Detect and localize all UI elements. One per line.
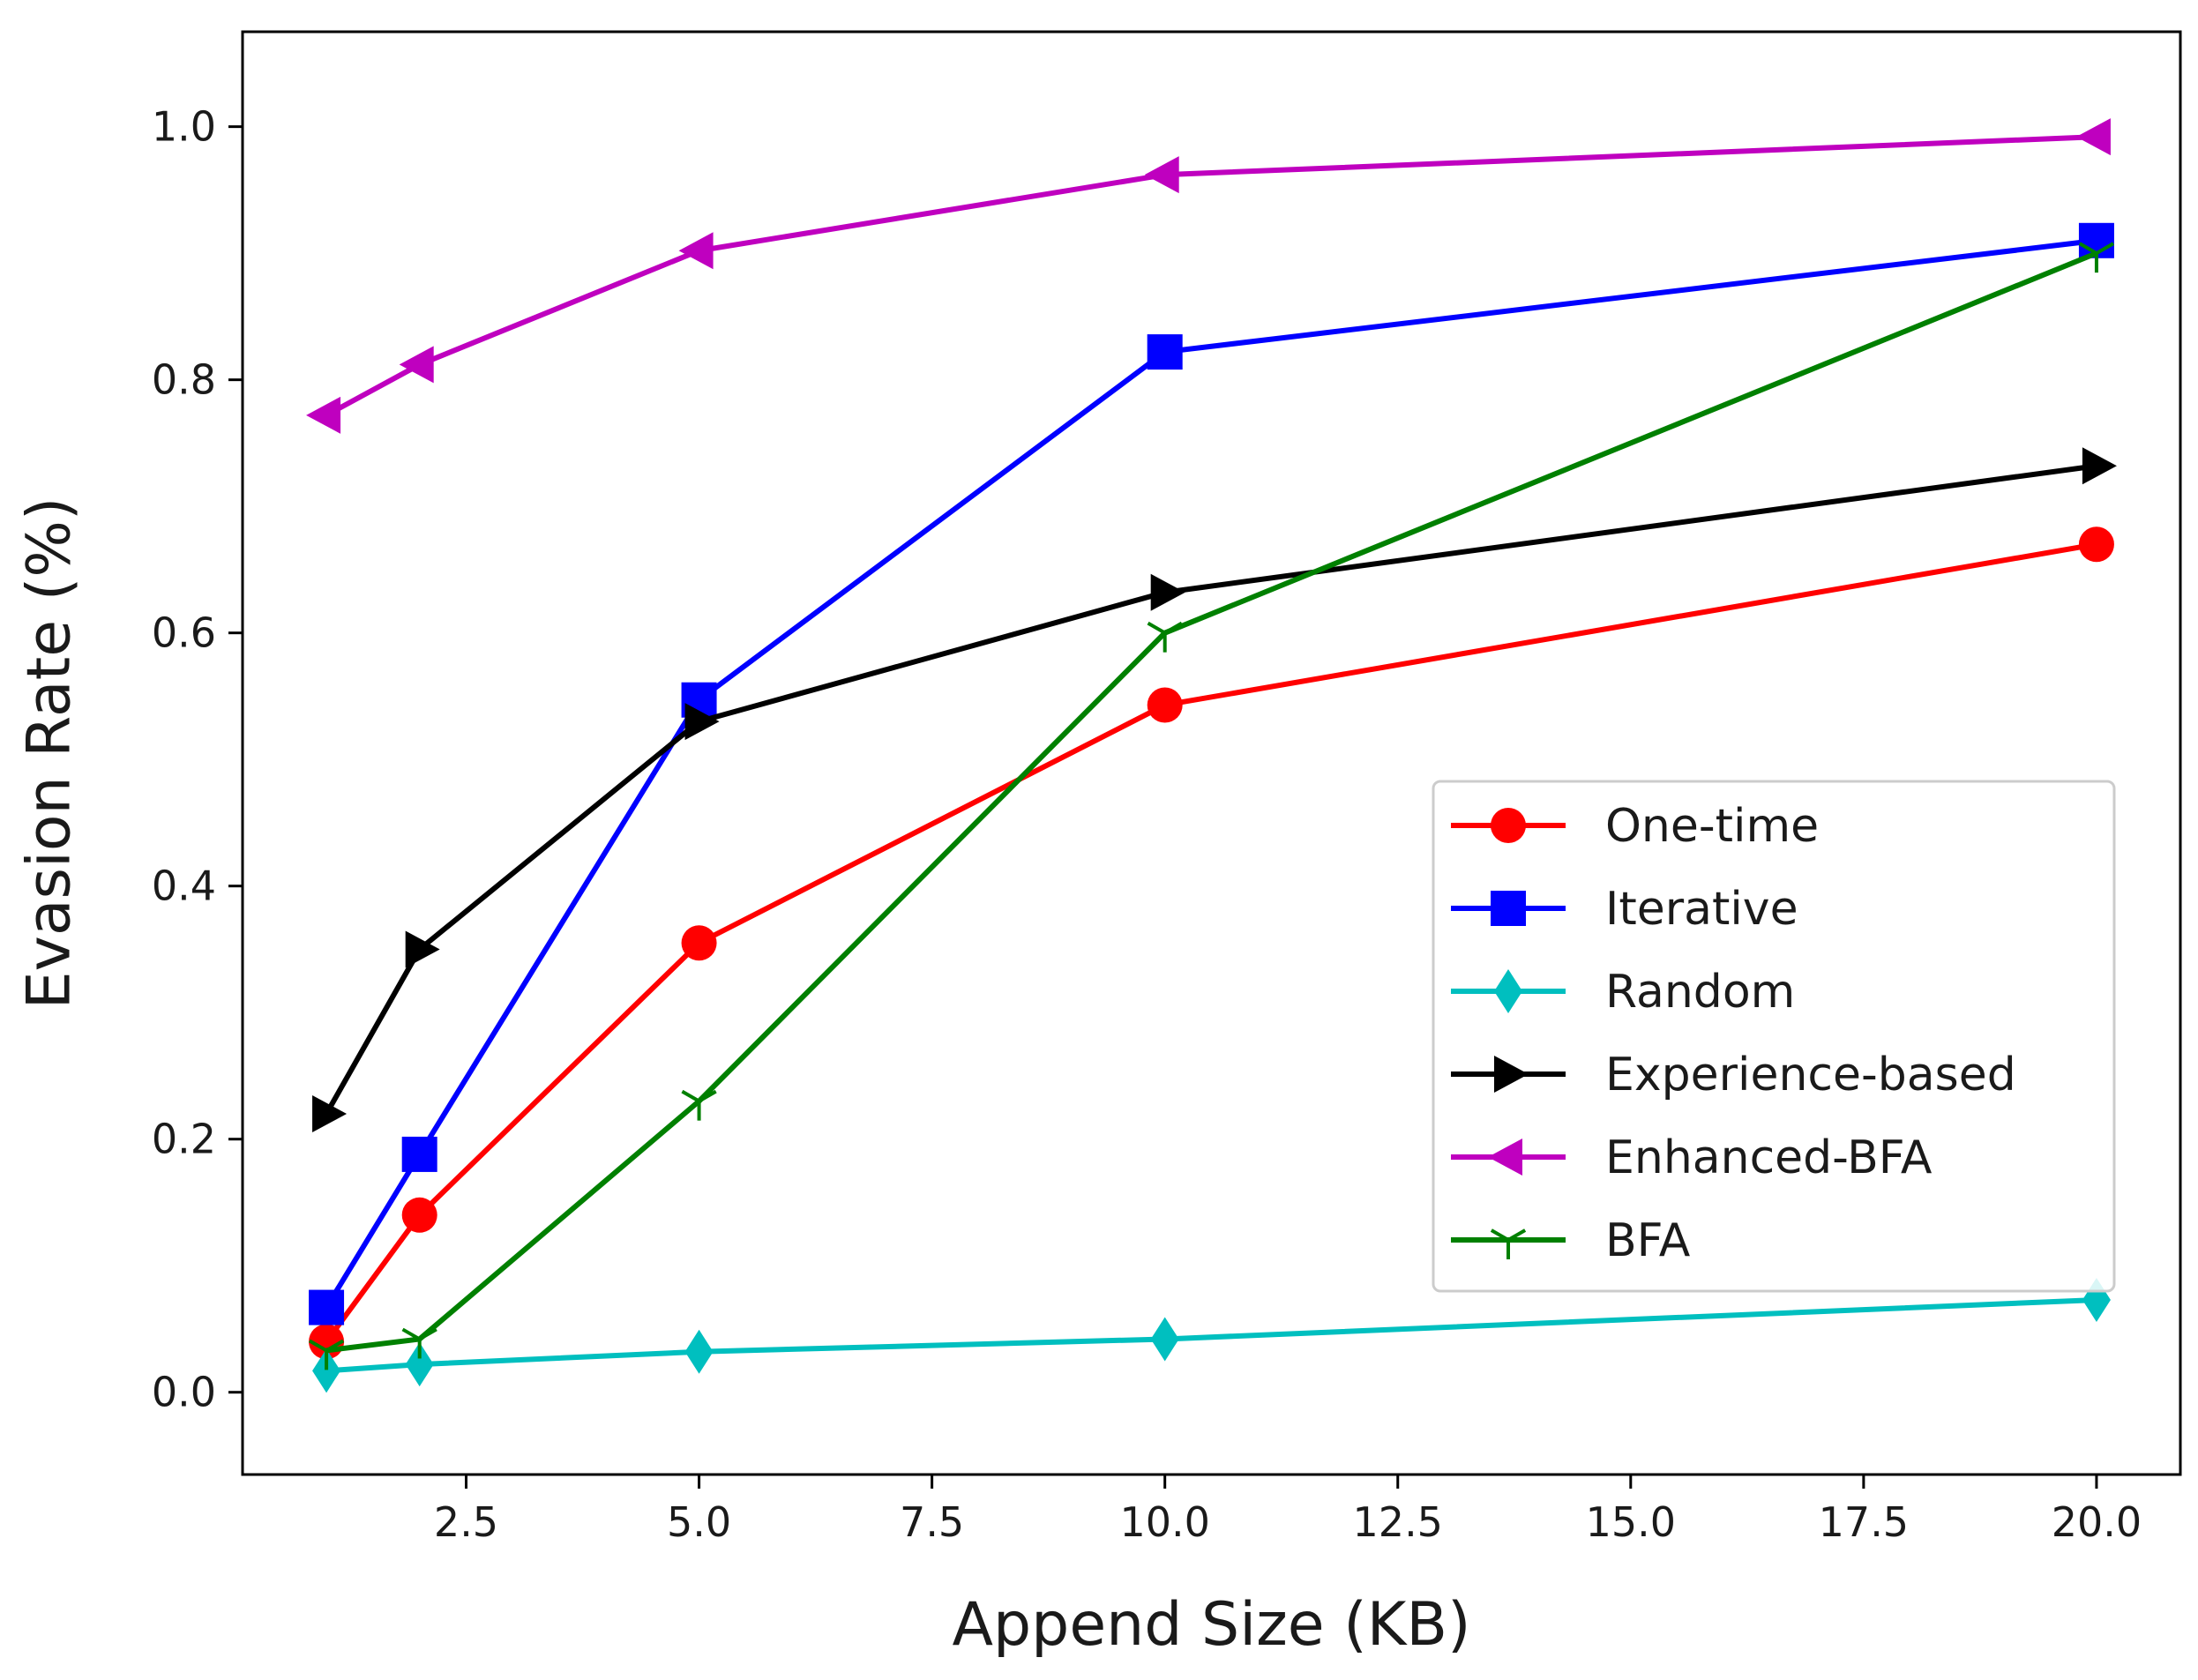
plot-area	[241, 30, 2182, 1476]
y-tick-label: 0.8	[152, 356, 216, 404]
legend-label: One-time	[1605, 800, 1819, 853]
legend-marker	[1491, 891, 1526, 926]
x-tick-label: 20.0	[2052, 1498, 2142, 1546]
data-point	[306, 396, 341, 434]
series-random	[312, 1277, 2111, 1393]
data-point	[2082, 447, 2117, 485]
data-point	[312, 1348, 341, 1393]
legend-label: Random	[1605, 966, 1795, 1019]
x-tick-label: 17.5	[1819, 1498, 1909, 1546]
data-point	[405, 1342, 434, 1387]
x-axis-title: Append Size (KB)	[952, 1590, 1470, 1660]
x-axis-ticks: 2.5 5.0 7.5 10.0 12.5 15.0 17.5 20.0	[434, 1475, 2142, 1546]
data-point	[405, 930, 440, 968]
legend-item: Enhanced-BFA	[1451, 1131, 1933, 1184]
series-one-time	[309, 526, 2114, 1360]
legend-label: Iterative	[1605, 883, 1798, 936]
legend-marker	[1490, 1228, 1527, 1259]
y-tick-label: 0.2	[152, 1116, 216, 1163]
data-point	[1150, 1317, 1179, 1362]
data-point	[312, 1095, 348, 1132]
y-tick-label: 0.4	[152, 862, 216, 910]
x-tick-label: 5.0	[667, 1498, 731, 1546]
series-enhanced-bfa	[306, 118, 2111, 434]
data-point	[681, 1089, 717, 1121]
x-tick-label: 2.5	[434, 1498, 498, 1546]
data-point	[684, 1329, 714, 1374]
legend-item: BFA	[1451, 1214, 1691, 1267]
data-point	[1147, 334, 1183, 370]
data-point	[681, 925, 717, 961]
series-layer	[306, 118, 2117, 1393]
data-point	[1147, 621, 1183, 653]
legend-item: Iterative	[1451, 883, 1798, 936]
series-experience-based	[312, 447, 2117, 1132]
legend-marker	[1494, 969, 1522, 1013]
series-line	[325, 134, 2097, 418]
legend-label: Enhanced-BFA	[1605, 1131, 1933, 1184]
data-point	[308, 1339, 345, 1370]
series-line	[325, 1296, 2097, 1374]
series-bfa	[308, 242, 2115, 1370]
data-point	[401, 1136, 437, 1172]
y-axis-ticks: 0.0 0.2 0.4 0.6 0.8 1.0	[152, 103, 243, 1416]
x-tick-label: 7.5	[900, 1498, 964, 1546]
data-point	[1147, 687, 1183, 723]
data-point	[401, 1327, 437, 1359]
x-tick-label: 10.0	[1119, 1498, 1209, 1546]
y-tick-label: 0.0	[152, 1369, 216, 1416]
series-iterative	[309, 222, 2114, 1325]
data-point	[678, 232, 714, 270]
plot-frame	[241, 30, 2182, 1476]
y-tick-label: 0.6	[152, 609, 216, 657]
legend-marker	[1488, 1139, 1522, 1176]
legend: One-time Iterative Random Experience-based E…	[1432, 780, 2116, 1293]
x-tick-label: 15.0	[1586, 1498, 1676, 1546]
data-point	[2078, 526, 2114, 563]
legend-item: One-time	[1451, 800, 1819, 853]
data-point	[2078, 242, 2115, 273]
x-tick-label: 12.5	[1353, 1498, 1443, 1546]
data-point	[401, 1197, 437, 1233]
data-point	[309, 1289, 345, 1325]
data-point	[1150, 573, 1185, 611]
y-tick-label: 1.0	[152, 103, 216, 151]
data-point	[1144, 156, 1179, 194]
legend-marker	[1494, 1056, 1529, 1093]
data-point	[2075, 118, 2111, 156]
legend-label: Experience-based	[1605, 1049, 2016, 1101]
legend-item: Random	[1451, 966, 1795, 1019]
legend-item: Experience-based	[1451, 1049, 2016, 1101]
data-point	[399, 346, 434, 384]
legend-marker	[1491, 808, 1526, 843]
legend-box	[1432, 780, 2116, 1293]
data-point	[684, 703, 720, 741]
y-axis-title: Evasion Rate (%)	[15, 497, 85, 1010]
legend-label: BFA	[1605, 1214, 1691, 1267]
